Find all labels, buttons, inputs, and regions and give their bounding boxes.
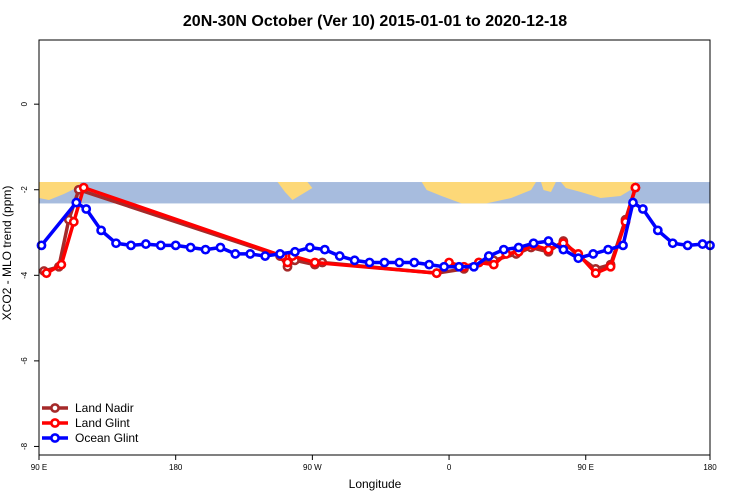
data-point <box>454 261 464 272</box>
data-point <box>309 257 320 268</box>
series-line <box>40 200 711 269</box>
data-point <box>364 257 375 268</box>
data-point <box>68 216 79 227</box>
data-point <box>558 244 569 255</box>
legend-marker <box>50 418 60 428</box>
world-map-strip <box>39 182 710 204</box>
x-tick-label: 180 <box>703 463 717 472</box>
y-tick-label: -2 <box>20 186 29 194</box>
legend-item: Ocean Glint <box>42 431 139 445</box>
map-land-3 <box>421 182 537 204</box>
data-point <box>590 268 601 279</box>
map-ocean <box>39 182 710 204</box>
data-point <box>528 238 539 249</box>
data-point <box>71 197 82 208</box>
legend-label: Land Nadir <box>75 401 134 415</box>
data-point <box>155 240 166 251</box>
y-tick-label: -6 <box>20 357 29 365</box>
data-point <box>126 240 136 251</box>
legend-marker <box>50 403 60 413</box>
legend-label: Land Glint <box>75 416 130 430</box>
data-point <box>349 255 360 266</box>
data-point <box>275 249 285 259</box>
x-tick-label: 180 <box>169 463 183 472</box>
data-point <box>56 259 67 270</box>
x-tick-label: 0 <box>447 463 452 472</box>
data-point <box>431 268 442 279</box>
x-axis: 90 E 180 90 W 0 90 E 180 <box>31 455 717 472</box>
data-point <box>334 251 345 261</box>
data-point <box>111 238 121 249</box>
y-axis-label: XCO2 - MLO trend (ppm) <box>0 186 14 321</box>
x-tick-label: 90 W <box>303 463 322 472</box>
data-point <box>185 242 196 253</box>
data-point <box>573 253 584 264</box>
y-tick-label: -4 <box>20 271 29 279</box>
data-point <box>215 242 226 253</box>
data-point <box>513 242 524 253</box>
data-point <box>424 259 435 270</box>
data-point <box>260 251 271 261</box>
data-point <box>304 242 315 253</box>
data-point <box>488 259 499 270</box>
legend-label: Ocean Glint <box>75 431 139 445</box>
data-point <box>667 238 678 249</box>
data-point <box>140 239 151 249</box>
plot-frame <box>38 39 711 456</box>
data-point <box>41 268 52 279</box>
data-point <box>469 261 479 272</box>
x-axis-label: Longitude <box>349 477 402 491</box>
data-point <box>200 244 211 255</box>
map-land-4 <box>541 182 556 193</box>
series-ocean-glint <box>36 197 715 272</box>
data-point <box>290 246 300 257</box>
data-point <box>543 236 554 246</box>
data-point <box>483 251 494 261</box>
data-point <box>605 261 616 272</box>
data-point <box>439 261 449 272</box>
chart-title: 20N-30N October (Ver 10) 2015-01-01 to 2… <box>183 13 567 30</box>
data-point <box>543 244 554 255</box>
map-land-2 <box>277 182 313 201</box>
data-point <box>409 257 420 268</box>
data-point <box>78 182 89 193</box>
legend-item: Land Nadir <box>42 401 134 415</box>
data-point <box>282 257 293 268</box>
x-tick-label: 90 E <box>578 463 594 472</box>
data-point <box>230 249 241 259</box>
y-axis: 0 -2 -4 -6 -8 <box>20 101 39 450</box>
data-point <box>170 240 181 251</box>
map-land-1 <box>39 182 82 201</box>
legend-marker <box>50 433 60 443</box>
data-point <box>697 239 708 249</box>
data-point <box>618 240 628 251</box>
y-tick-label: -8 <box>20 442 29 450</box>
data-point <box>36 240 47 251</box>
x-tick-label: 90 E <box>31 463 47 472</box>
data-point <box>588 249 599 259</box>
data-point <box>628 197 638 208</box>
series-layer <box>36 182 715 279</box>
data-point <box>498 244 509 255</box>
data-point <box>638 204 648 214</box>
map-land-5 <box>560 182 636 199</box>
data-point <box>630 182 641 193</box>
data-point <box>682 240 693 251</box>
data-point <box>394 257 405 268</box>
data-point <box>379 257 390 268</box>
data-point <box>603 244 614 255</box>
data-point <box>652 225 663 236</box>
y-tick-label: 0 <box>20 101 29 106</box>
data-point <box>96 225 107 236</box>
data-point <box>319 244 330 255</box>
data-point <box>245 249 256 259</box>
legend-item: Land Glint <box>42 416 130 430</box>
data-point <box>81 204 92 214</box>
